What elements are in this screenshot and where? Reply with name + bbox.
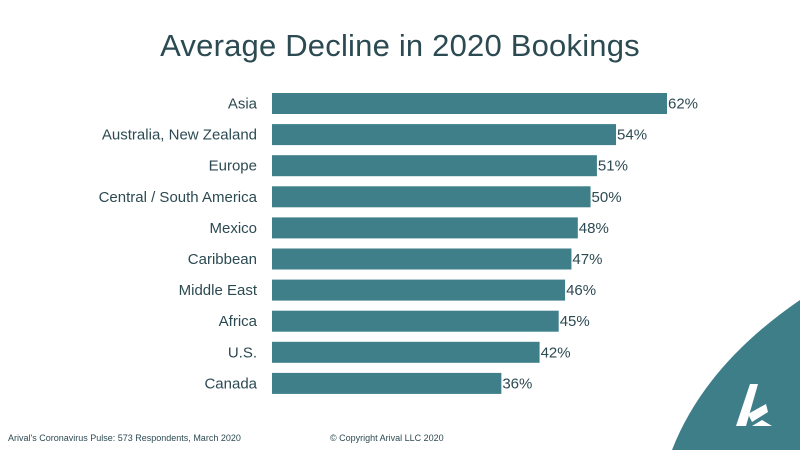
value-label: 62%: [668, 96, 698, 113]
category-label: Asia: [228, 96, 258, 113]
value-label: 50%: [592, 189, 622, 206]
bar: [272, 279, 566, 301]
category-label: Australia, New Zealand: [102, 127, 257, 144]
category-label: Middle East: [179, 282, 258, 299]
bar: [272, 93, 667, 114]
value-label: 51%: [598, 158, 628, 175]
copyright-note: © Copyright Arival LLC 2020: [330, 433, 444, 443]
category-label: Central / South America: [99, 189, 258, 206]
value-label: 54%: [617, 127, 647, 144]
bar: [272, 341, 540, 363]
category-label: Canada: [204, 375, 257, 392]
value-label: 48%: [579, 220, 609, 237]
value-label: 47%: [572, 251, 602, 268]
bar: [272, 155, 597, 177]
bar: [272, 186, 591, 208]
category-label: Caribbean: [188, 251, 257, 268]
source-note: Arival's Coronavirus Pulse: 573 Responde…: [8, 433, 241, 443]
value-label: 42%: [541, 344, 571, 361]
category-label: Europe: [209, 158, 257, 175]
bar: [272, 217, 578, 239]
bar: [272, 310, 559, 332]
category-label: Africa: [219, 313, 258, 330]
value-label: 36%: [502, 375, 532, 392]
chart-title: Average Decline in 2020 Bookings: [160, 28, 640, 63]
value-label: 46%: [566, 282, 596, 299]
value-label: 45%: [560, 313, 590, 330]
bar: [272, 124, 617, 146]
bar: [272, 372, 502, 394]
category-label: U.S.: [228, 344, 257, 361]
category-label: Mexico: [209, 220, 257, 237]
bar: [272, 248, 572, 270]
